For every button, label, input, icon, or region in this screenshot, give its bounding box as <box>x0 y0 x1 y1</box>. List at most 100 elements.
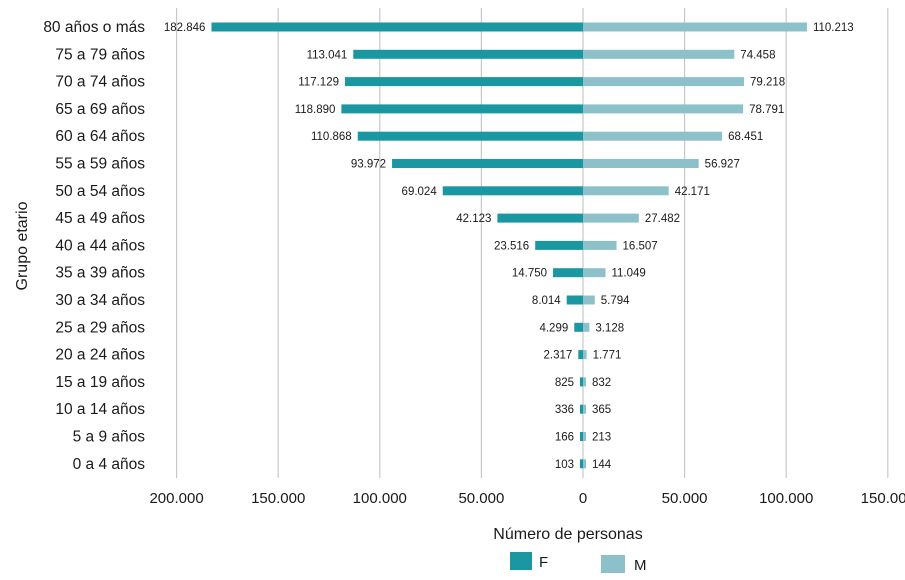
value-label-m: 110.213 <box>813 22 854 34</box>
bar-f <box>392 159 583 168</box>
value-labels: 182.846 113.041 117.129 118.890 110.868 93.97… <box>164 22 854 471</box>
bar-m <box>583 432 586 441</box>
bar-f <box>497 213 583 223</box>
value-label-f: 69.024 <box>402 186 438 198</box>
bar-m <box>583 49 735 59</box>
value-label-m: 832 <box>592 377 611 389</box>
value-label-m: 365 <box>592 404 611 416</box>
bar-f <box>580 432 583 441</box>
value-label-f: 166 <box>555 432 574 444</box>
category-label: 55 a 59 años <box>55 156 145 173</box>
bar-f <box>341 104 583 114</box>
category-label: 65 a 69 años <box>55 101 145 118</box>
value-label-f: 110.868 <box>311 131 352 143</box>
category-label: 20 a 24 años <box>55 347 145 364</box>
value-label-m: 79.218 <box>750 77 785 89</box>
value-label-m: 27.482 <box>645 213 680 225</box>
category-label: 45 a 49 años <box>55 210 145 227</box>
bar-m <box>583 322 590 332</box>
category-label: 70 a 74 años <box>55 74 145 91</box>
value-label-m: 144 <box>592 459 612 471</box>
legend: F M <box>510 552 647 574</box>
legend-swatch-f <box>510 552 532 570</box>
value-label-f: 23.516 <box>494 240 529 252</box>
value-label-f: 118.890 <box>295 104 336 116</box>
x-tick-label: 0 <box>579 490 587 507</box>
bar-f <box>580 404 583 414</box>
x-tick-label: 150.000 <box>861 490 905 507</box>
x-tick-label: 50.000 <box>458 490 504 507</box>
value-label-f: 103 <box>555 459 574 471</box>
x-tick-label: 50.000 <box>662 490 708 507</box>
category-label: 15 a 19 años <box>55 374 145 391</box>
value-label-f: 14.750 <box>512 268 547 280</box>
bar-f <box>442 186 583 196</box>
bar-m <box>583 159 699 168</box>
value-label-m: 78.791 <box>749 104 784 116</box>
value-label-f: 117.129 <box>298 77 339 89</box>
category-label: 35 a 39 años <box>55 265 145 282</box>
x-tick-labels: 200.000 150.000 100.000 50.000 0 50.000 100.00… <box>149 490 905 507</box>
bar-m <box>583 240 617 250</box>
bar-f <box>535 240 583 250</box>
legend-label-f: F <box>539 554 548 571</box>
bar-m <box>583 404 586 414</box>
x-axis-title: Número de personas <box>493 526 642 543</box>
value-label-m: 74.458 <box>740 49 775 61</box>
bar-f <box>580 377 583 387</box>
bar-f <box>357 131 583 141</box>
bar-m <box>583 459 586 469</box>
bar-m <box>583 350 587 360</box>
bar-m <box>583 377 586 387</box>
value-label-f: 8.014 <box>532 295 561 307</box>
category-labels: 80 años o más 75 a 79 años 70 a 74 años 65 … <box>43 19 145 473</box>
bar-m <box>583 186 669 196</box>
category-label: 5 a 9 años <box>73 429 146 446</box>
category-label: 80 años o más <box>43 19 145 36</box>
x-tick-label: 100.000 <box>353 490 407 507</box>
value-label-m: 11.049 <box>611 268 645 280</box>
bar-m <box>583 22 807 32</box>
category-label: 60 a 64 años <box>55 128 145 145</box>
category-label: 0 a 4 años <box>73 456 146 473</box>
x-tick-label: 150.000 <box>251 490 305 507</box>
value-label-m: 56.927 <box>705 159 740 171</box>
value-label-f: 42.123 <box>456 213 491 225</box>
category-label: 25 a 29 años <box>55 319 145 336</box>
value-label-f: 2.317 <box>544 350 573 362</box>
value-label-m: 16.507 <box>623 240 658 252</box>
value-label-m: 5.794 <box>601 295 630 307</box>
category-label: 30 a 34 años <box>55 292 145 309</box>
bar-m <box>583 77 744 87</box>
bars <box>211 22 807 469</box>
bar-f <box>578 350 583 360</box>
y-axis-title: Grupo etario <box>14 201 31 290</box>
bar-m <box>583 268 606 278</box>
legend-swatch-m <box>601 555 625 573</box>
bar-m <box>583 131 723 141</box>
value-label-f: 336 <box>555 404 574 416</box>
bar-f <box>211 22 584 32</box>
x-tick-label: 100.000 <box>759 490 813 507</box>
value-label-f: 182.846 <box>164 22 206 34</box>
bar-f <box>353 49 583 59</box>
value-label-f: 113.041 <box>307 49 348 61</box>
value-label-m: 42.171 <box>675 186 710 198</box>
value-label-m: 1.771 <box>593 350 622 362</box>
value-label-f: 4.299 <box>539 322 568 334</box>
bar-f <box>553 268 583 278</box>
bar-m <box>583 295 595 305</box>
bar-f <box>344 77 583 87</box>
value-label-f: 93.972 <box>351 159 386 171</box>
bar-m <box>583 104 744 114</box>
bar-f <box>574 322 583 332</box>
bar-m <box>583 213 639 223</box>
value-label-m: 213 <box>592 432 611 444</box>
category-label: 10 a 14 años <box>55 401 145 418</box>
legend-label-m: M <box>634 557 647 574</box>
x-tick-label: 200.000 <box>149 490 203 507</box>
category-label: 75 a 79 años <box>55 46 145 63</box>
value-label-m: 3.128 <box>595 322 624 334</box>
